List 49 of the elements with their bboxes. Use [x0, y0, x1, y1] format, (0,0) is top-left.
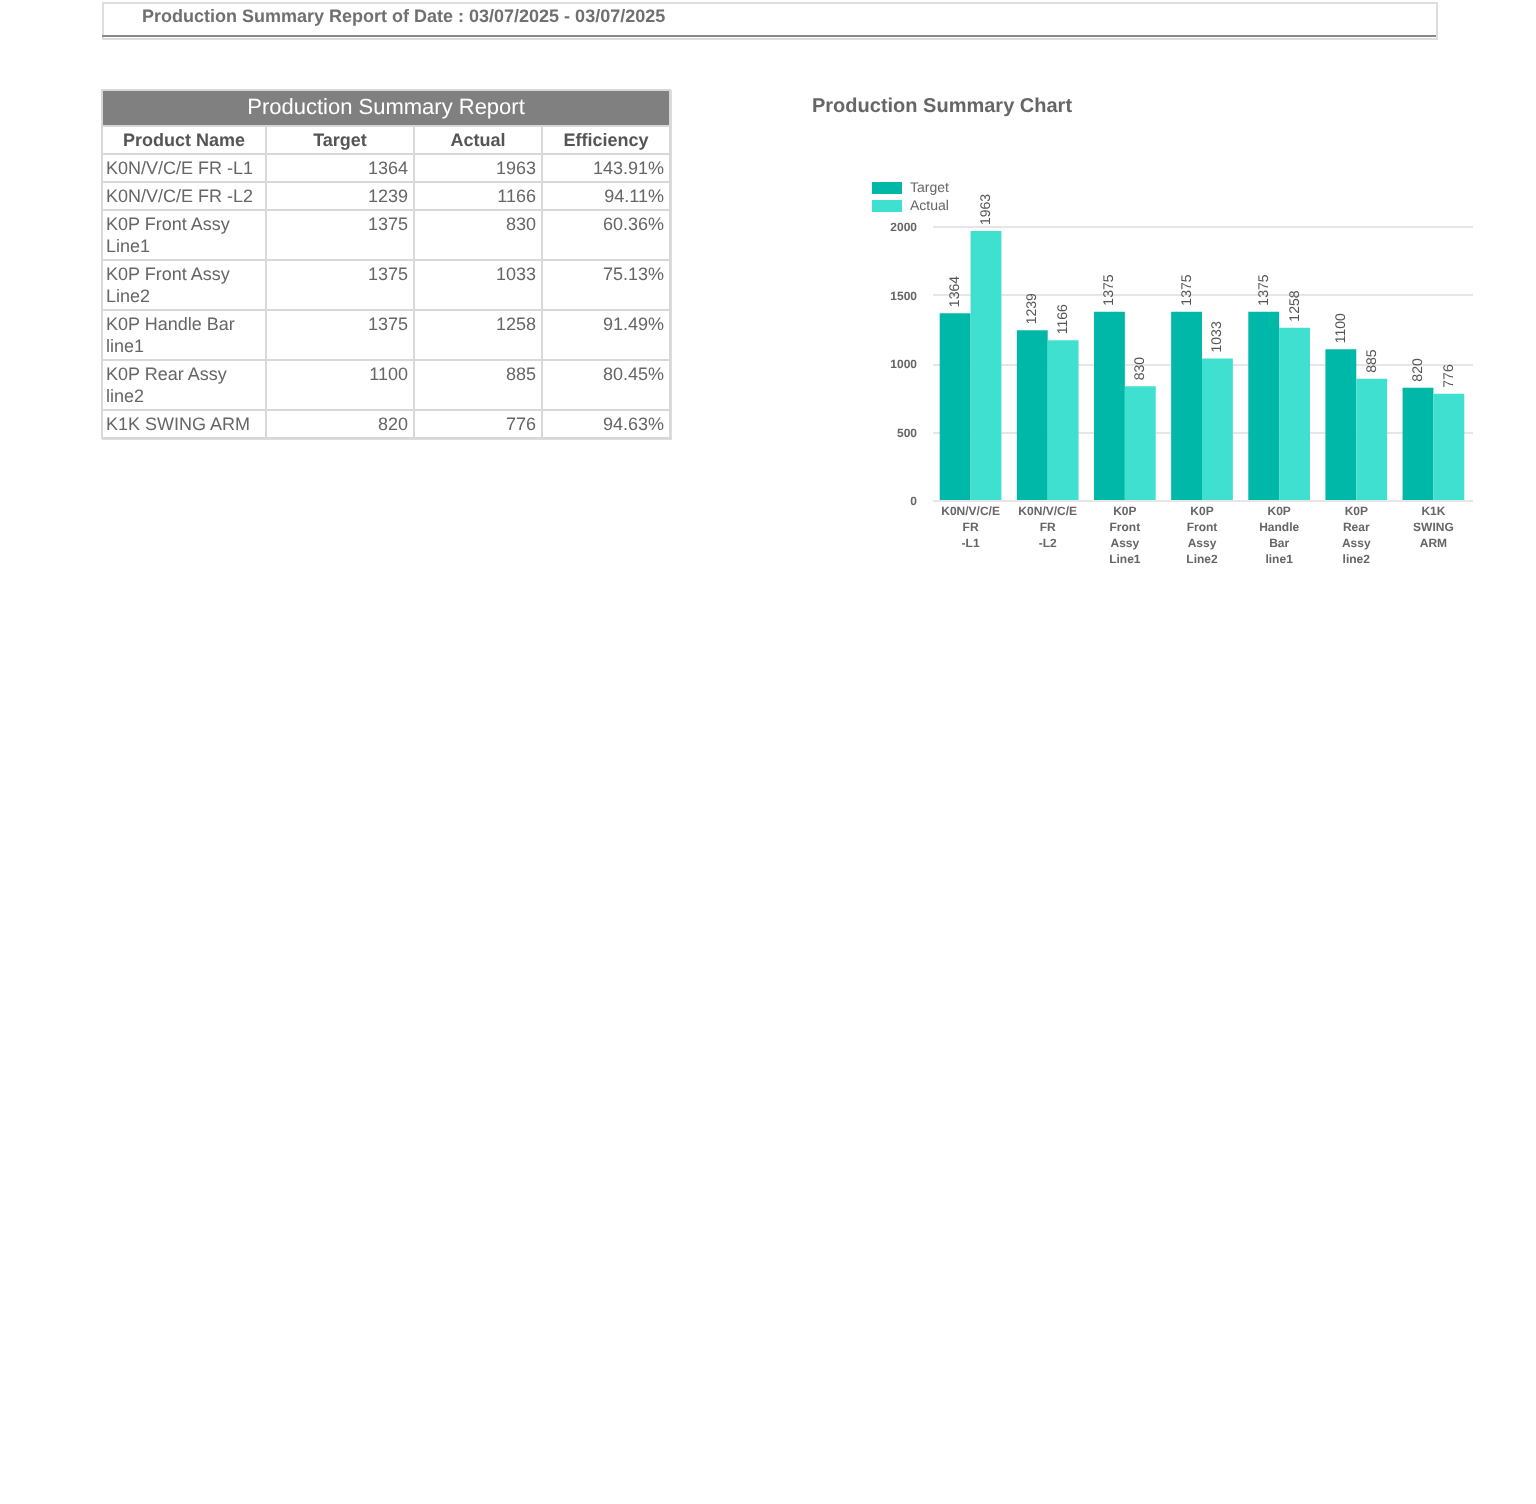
bar	[1202, 358, 1233, 500]
text: 776	[505, 414, 536, 434]
bar	[1047, 340, 1079, 500]
text: K0P Rear Assy line2	[106, 364, 228, 406]
bar	[939, 313, 971, 500]
text: 1100	[369, 364, 408, 384]
bar	[1356, 378, 1388, 500]
text: 1963	[495, 158, 536, 178]
text: 60.36%	[602, 214, 664, 234]
text: 1258	[495, 314, 536, 334]
category-label: Product Name	[122, 130, 246, 150]
text: 1364	[367, 158, 408, 178]
bar	[970, 231, 1002, 500]
text: 1239	[367, 186, 408, 206]
text: 885	[505, 364, 536, 384]
bar	[1248, 311, 1280, 500]
text: 830	[505, 214, 536, 234]
text: 1033	[495, 264, 536, 284]
bar	[1325, 349, 1357, 500]
category-label: Target	[313, 130, 367, 150]
text: 1375	[367, 314, 408, 334]
category-label: Efficiency	[563, 130, 649, 150]
text: 1166	[497, 186, 536, 206]
text: K0P Handle Bar line1	[106, 314, 235, 356]
text: 1375	[367, 264, 408, 284]
text: 820	[377, 414, 408, 434]
text: K0P Front Assy Line1	[106, 214, 231, 256]
text: Production Summary Report	[247, 96, 525, 120]
bar	[1279, 327, 1310, 500]
text: K1K SWING ARM	[106, 414, 251, 434]
text: 143.91%	[592, 158, 664, 178]
text: 94.11%	[604, 186, 664, 206]
bar	[1171, 311, 1202, 500]
text: 91.49%	[602, 314, 664, 334]
bar	[1433, 393, 1465, 500]
text: 94.63%	[602, 414, 664, 434]
text: 1375	[367, 214, 408, 234]
text: K0N/V/C/E FR -L1	[106, 158, 254, 178]
bar	[1016, 330, 1048, 500]
text: K0P Front Assy Line2	[106, 264, 231, 306]
text: K0N/V/C/E FR -L2	[106, 186, 254, 206]
bar	[1094, 311, 1125, 500]
chart-title: Production Summary Chart	[812, 96, 1074, 118]
text: 80.45%	[602, 364, 664, 384]
bar	[1124, 386, 1156, 500]
text: Production Summary Report of Date : 03/07/2025 - 03/07/2025	[142, 6, 666, 26]
bar	[1402, 387, 1434, 500]
category-label: Actual	[450, 130, 506, 150]
text: 75.13%	[602, 264, 664, 284]
